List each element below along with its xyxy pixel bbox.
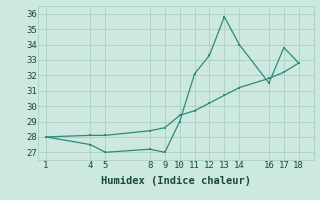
X-axis label: Humidex (Indice chaleur): Humidex (Indice chaleur) bbox=[101, 176, 251, 186]
